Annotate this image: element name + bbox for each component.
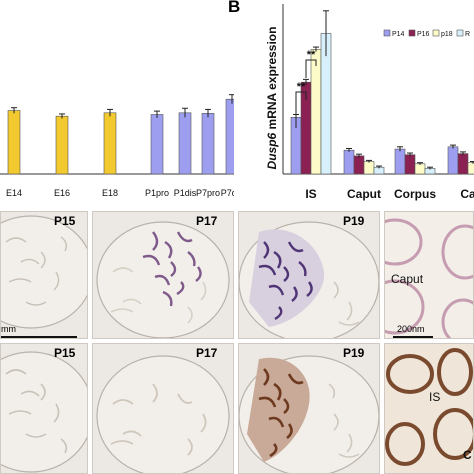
sig-bracket-1: [295, 91, 307, 128]
micrograph-bottom-1: [0, 343, 88, 474]
chart-b-tick-label-3: Ca: [460, 187, 474, 201]
micro-bottom-label-2: P17: [196, 346, 218, 360]
legend-swatch-2: [432, 29, 440, 37]
legend-label-3: R: [465, 31, 470, 38]
chart-b: Dusp6 mRNA expression IS Caput Corpus Ca P1…: [265, 4, 474, 201]
chart-a-tick-label-0: E14: [6, 188, 22, 198]
chart-a-bar-3: [150, 114, 164, 175]
sig-label-2: **: [307, 49, 316, 61]
micrograph-bottom-3: [238, 343, 380, 474]
chart-a-tick-label-5: P7pro: [196, 188, 220, 198]
chart-a-bar-2: [103, 112, 117, 175]
inset-label-c: C: [463, 448, 472, 462]
sig-bracket-2: [305, 59, 317, 78]
chart-a-tick-label-1: E16: [54, 188, 70, 198]
micro-top-label-3: P19: [343, 214, 365, 228]
micrograph-top-inset: P17 Caput 200nm: [384, 211, 474, 339]
chart-b-bar-2-2: [414, 163, 426, 175]
sig-label-1: **: [297, 81, 306, 93]
chart-b-tick-label-1: Caput: [347, 187, 381, 201]
chart-b-bar-3-0: [447, 146, 459, 175]
micrograph-bottom-2: [92, 343, 234, 474]
chart-b-tick-label-0: IS: [305, 187, 316, 201]
chart-a-bar-4: [178, 112, 192, 175]
legend-label-2: p18: [441, 31, 453, 38]
inset-label-is: IS: [429, 390, 441, 404]
chart-b-ylabel: Dusp6 mRNA expression: [265, 27, 279, 170]
chart-b-bar-3-1: [457, 153, 469, 175]
chart-b-tick-label-2: Corpus: [394, 187, 436, 201]
chart-a-bar-0: [7, 110, 21, 175]
chart-a-tick-label-4: P1dis: [174, 188, 197, 198]
chart-a-bar-5: [201, 113, 215, 175]
micro-top-label-1-visible: P15: [54, 214, 76, 228]
legend-swatch-1: [408, 29, 416, 37]
chart-a: E14 E16 E18 P1pro P1disP7proP7dis: [0, 94, 234, 198]
chart-b-bar-1-2: [363, 161, 375, 175]
chart-a-tick-label-3: P1pro: [145, 188, 169, 198]
chart-a-tick-label-6: P7dis: [221, 188, 234, 198]
legend-label-0: P14: [392, 31, 405, 38]
chart-b-bar-3-2: [467, 162, 474, 175]
micro-bottom-label-3: P19: [343, 346, 365, 360]
chart-a-bar-1: [55, 115, 69, 175]
micrograph-top-1: mm: [0, 211, 88, 339]
micro-bottom-label-1: P15: [54, 346, 76, 360]
legend-swatch-3: [456, 29, 464, 37]
micro-top-label-2-visible: P17: [196, 214, 218, 228]
chart-b-bar-2-0: [394, 148, 406, 175]
micrograph-bottom-inset: IS C: [384, 343, 474, 474]
micrograph-top-3: [238, 211, 380, 339]
inset-label-caput: Caput: [391, 272, 424, 286]
chart-b-bar-0-2: [310, 49, 322, 175]
inset-scale-text: 200nm: [397, 324, 425, 334]
chart-b-bar-1-1: [353, 155, 365, 175]
micrograph-top-2: P15: [92, 211, 234, 339]
chart-a-tick-label-2: E18: [102, 188, 118, 198]
scale-text-top: mm: [1, 324, 16, 334]
chart-b-bar-2-1: [404, 154, 416, 175]
chart-b-bar-1-0: [343, 149, 355, 175]
scale-bar-top: [1, 336, 77, 338]
legend-swatch-0: [383, 29, 391, 37]
panel-b-letter: B: [228, 0, 241, 16]
chart-a-bar-6: [225, 98, 234, 175]
legend-label-1: P16: [417, 31, 430, 38]
inset-scale-bar: [393, 336, 433, 338]
